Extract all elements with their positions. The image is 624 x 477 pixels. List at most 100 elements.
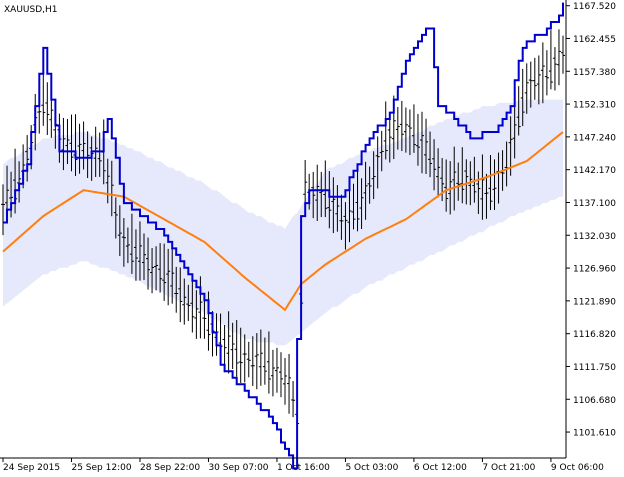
price-bar (45, 82, 50, 136)
price-bar (242, 334, 247, 383)
price-bar (371, 151, 376, 200)
price-bar (436, 148, 441, 198)
envelope-band (3, 99, 563, 346)
price-bar (266, 331, 271, 394)
price-bar (283, 357, 288, 405)
price-bar (117, 205, 122, 257)
price-bar (121, 218, 126, 267)
price-bar (1, 184, 5, 236)
price-bar (452, 146, 457, 211)
price-bar (258, 329, 263, 386)
price-bar (347, 189, 352, 243)
x-tick-label: 25 Sep 12:00 (71, 463, 131, 473)
price-bar (250, 336, 255, 386)
price-bar (226, 311, 231, 374)
price-bar (536, 55, 541, 105)
price-bar (528, 61, 533, 108)
price-bar (532, 57, 537, 100)
y-tick-label: 1111.750 (573, 363, 616, 373)
price-bar (512, 102, 517, 159)
y-tick-label: 1157.380 (573, 68, 616, 78)
price-bar (516, 86, 521, 136)
x-tick-label: 1 Oct 16:00 (277, 463, 330, 473)
price-bar (476, 171, 481, 214)
price-bar (137, 221, 142, 281)
price-bar (480, 154, 485, 220)
price-bar (194, 290, 199, 339)
price-bar (355, 170, 360, 232)
price-bar (383, 101, 388, 160)
price-bar (129, 213, 134, 274)
price-bar (460, 147, 465, 204)
price-bar (363, 161, 368, 220)
price-bar (170, 248, 175, 304)
price-bar (488, 155, 493, 211)
channel-line (3, 2, 564, 470)
price-bar (274, 347, 279, 393)
price-bar (561, 35, 565, 74)
price-bar (142, 233, 147, 281)
price-bar (359, 178, 364, 229)
price-bar (234, 320, 239, 377)
price-bar (133, 229, 138, 281)
price-bar (472, 156, 477, 203)
price-bar (69, 114, 74, 172)
price-bar (287, 353, 292, 414)
price-bar (97, 132, 102, 177)
price-bar (556, 29, 561, 86)
price-bar (146, 237, 151, 290)
price-bar (315, 164, 320, 221)
price-bar (424, 118, 429, 175)
price-bar (432, 139, 437, 191)
x-tick-label: 9 Oct 06:00 (551, 463, 604, 473)
price-bar (254, 333, 259, 390)
price-bar (202, 300, 207, 339)
x-tick-label: 6 Oct 12:00 (414, 463, 467, 473)
price-bar (335, 185, 340, 232)
price-bar (339, 194, 344, 240)
x-tick-label: 30 Sep 07:00 (208, 463, 268, 473)
price-bar (327, 171, 332, 229)
x-tick-label: 28 Sep 22:00 (140, 463, 200, 473)
price-bar (61, 117, 66, 171)
price-bar (343, 202, 348, 250)
price-bar (395, 107, 400, 150)
price-bar (125, 227, 130, 264)
price-bar (367, 166, 372, 204)
moving-average-line (2, 131, 564, 312)
price-bar (278, 352, 283, 398)
price-bar (230, 322, 235, 370)
price-bar (351, 183, 356, 230)
price-bar (548, 30, 553, 90)
price-bar (25, 135, 30, 182)
price-bar (464, 159, 469, 205)
price-bar (319, 171, 324, 218)
y-tick-label: 1167.520 (573, 2, 616, 12)
y-tick-label: 1162.455 (573, 35, 616, 45)
price-bar (65, 119, 70, 165)
price-bar (270, 349, 275, 397)
x-tick-label: 7 Oct 21:00 (482, 463, 535, 473)
price-bar (150, 248, 155, 294)
price-bar (456, 162, 461, 201)
price-bar (407, 109, 412, 156)
x-tick-label: 24 Sep 2015 (3, 463, 60, 473)
y-tick-label: 1147.240 (573, 133, 616, 143)
price-bar (81, 121, 86, 170)
y-tick-label: 1101.610 (573, 429, 616, 439)
price-bar (190, 276, 195, 333)
x-tick-label: 5 Oct 03:00 (345, 463, 398, 473)
price-bar (154, 246, 159, 291)
plot-area (1, 2, 565, 470)
y-axis: 1167.520 1162.455 1157.380 1152.310 1147.240… (566, 2, 616, 439)
price-bar (162, 243, 167, 301)
price-bar (540, 42, 545, 104)
price-bar (403, 107, 408, 153)
price-bar (323, 160, 328, 218)
price-bar (552, 47, 557, 91)
price-bar (238, 327, 243, 383)
symbol-label: XAUUSD,H1 (4, 5, 58, 15)
y-tick-label: 1142.170 (573, 166, 616, 176)
price-bar (524, 63, 529, 114)
price-bar (174, 266, 179, 313)
